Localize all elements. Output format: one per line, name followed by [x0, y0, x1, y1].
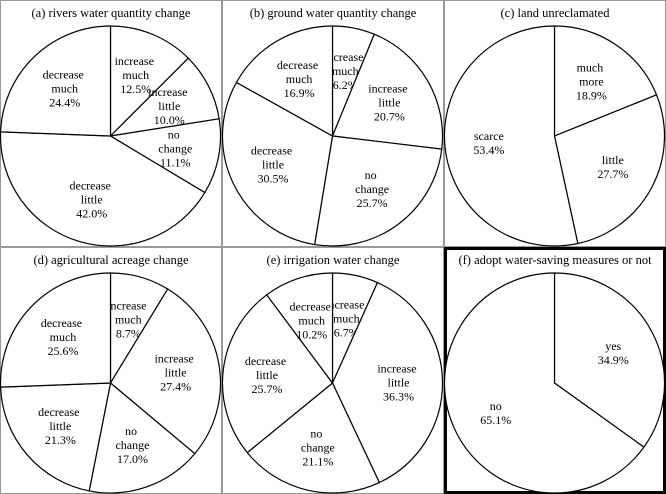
slice-label: decrease little — [251, 144, 295, 172]
slice-value-label: 27.7% — [597, 167, 628, 181]
slice-label: no change — [355, 168, 389, 196]
slice-value-label: 10.2% — [296, 327, 327, 341]
slice-value-label: 10.0% — [154, 113, 185, 127]
slice-value-label: 20.7% — [374, 110, 405, 124]
slice-value-label: 12.5% — [120, 82, 151, 96]
slice-label: increase much — [107, 298, 149, 326]
slice-label: decrease little — [38, 405, 82, 433]
slice-label: no — [490, 399, 502, 413]
chart-title: (f) adopt water-saving measures or not — [458, 253, 652, 267]
slice-value-label: 25.7% — [251, 382, 282, 396]
pie-slice — [553, 94, 666, 245]
slice-label: no change — [158, 128, 192, 156]
pie-slice — [246, 382, 381, 494]
slice-label: no change — [301, 426, 335, 454]
pie-slice — [553, 25, 658, 137]
slice-label: yes — [605, 339, 621, 353]
pie-slice — [313, 135, 443, 247]
slice-value-label: 34.9% — [598, 353, 629, 367]
slice-value-label: 16.9% — [284, 86, 315, 100]
pie-slice — [331, 33, 444, 150]
pie-slice — [265, 272, 334, 385]
slice-value-label: 21.1% — [302, 454, 333, 468]
pie-slice — [331, 281, 444, 484]
slice-label: increase much — [324, 50, 366, 78]
slice-label: decrease much — [277, 58, 321, 86]
pie-slice — [109, 288, 222, 455]
slice-label: decrease little — [70, 178, 114, 206]
slice-value-label: 6.7% — [334, 325, 359, 339]
pie-slice — [109, 25, 190, 138]
slice-value-label: 53.4% — [473, 143, 504, 157]
pie-slice — [443, 272, 645, 494]
pie-slice — [0, 131, 206, 247]
slice-value-label: 21.3% — [45, 433, 76, 447]
slice-value-label: 65.1% — [480, 413, 511, 427]
pie-slice — [221, 293, 334, 454]
pie-slice — [108, 118, 222, 194]
slice-label: increase little — [148, 85, 190, 113]
pie-panel: (a) rivers water quantity change increase… — [0, 0, 222, 247]
slice-value-label: 30.5% — [258, 172, 289, 186]
chart-title: (b) ground water quantity change — [250, 6, 417, 20]
slice-label: increase little — [154, 351, 196, 379]
slice-value-label: 25.6% — [47, 344, 78, 358]
pie-slice — [0, 272, 112, 388]
pie-slice — [88, 381, 196, 494]
pie-slice — [235, 25, 334, 138]
pie-slice — [0, 25, 112, 137]
pie-panel: (f) adopt water-saving measures or not ye… — [443, 247, 666, 494]
slice-label: decrease little — [245, 354, 289, 382]
slice-label: increase much — [115, 54, 157, 82]
slice-value-label: 36.3% — [383, 389, 414, 403]
pie-panel: (e) irrigation water change increase much… — [221, 247, 444, 494]
slice-value-label: 25.7% — [357, 196, 388, 210]
slice-label: no change — [115, 424, 149, 452]
slice-value-label: 24.4% — [49, 95, 80, 109]
pie-slice — [0, 382, 112, 492]
slice-label: decrease much — [290, 299, 334, 327]
slice-label: increase little — [377, 361, 419, 389]
slice-label: scarce — [474, 129, 504, 143]
slice-label: decrease much — [41, 316, 85, 344]
slice-value-label: 42.0% — [76, 206, 107, 220]
slice-label: little — [602, 153, 624, 167]
slice-label: decrease much — [43, 67, 87, 95]
chart-title: (e) irrigation water change — [267, 253, 400, 267]
slice-label: increase little — [368, 82, 410, 110]
chart-title: (d) agricultural acreage change — [33, 253, 189, 267]
slice-value-label: 8.7% — [116, 326, 141, 340]
slice-value-label: 27.4% — [160, 379, 191, 393]
chart-title: (a) rivers water quantity change — [32, 6, 191, 20]
pie-slice — [553, 272, 666, 448]
slice-value-label: 18.9% — [576, 88, 607, 102]
slice-value-label: 11.1% — [160, 156, 191, 170]
pie-panel: (d) agricultural acreage change increase … — [0, 247, 222, 494]
pie-slice — [443, 25, 579, 247]
pie-panel: (b) ground water quantity change increase… — [221, 0, 444, 247]
slice-label: much more — [577, 60, 607, 88]
slice-value-label: 17.0% — [117, 452, 148, 466]
pie-slice — [221, 81, 334, 246]
slice-label: increase much — [325, 297, 367, 325]
chart-title: (c) land unreclamated — [501, 6, 611, 20]
